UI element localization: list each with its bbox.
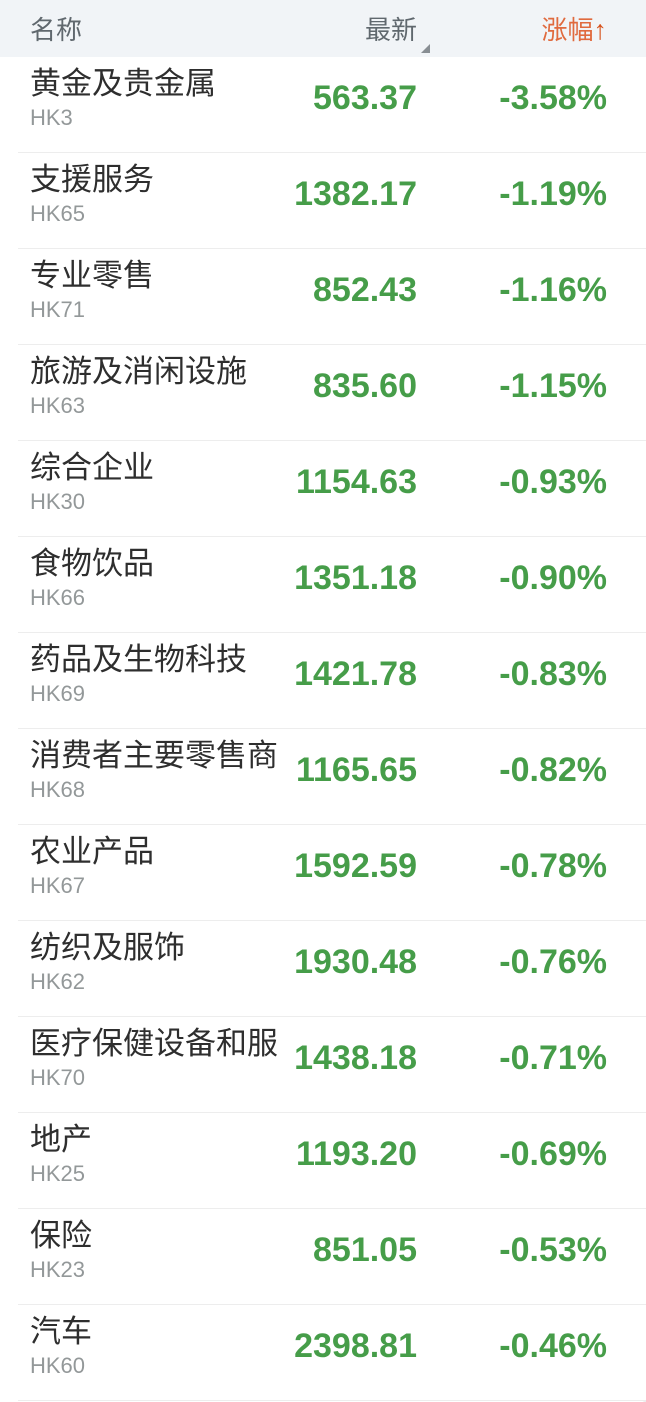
sector-name: 汽车 (30, 1314, 92, 1349)
change-percent: -0.46% (499, 1326, 607, 1365)
sector-code: HK23 (30, 1257, 86, 1282)
sector-row[interactable]: 支援服务 HK65 1382.17 -1.19% (0, 153, 646, 249)
latest-value: 1382.17 (294, 174, 417, 213)
latest-value: 1165.65 (295, 750, 417, 789)
sector-row[interactable]: 纺织及服饰 HK62 1930.48 -0.76% (0, 921, 646, 1017)
sector-name-cell: 专业零售 HK71 (30, 256, 280, 324)
latest-value: 563.37 (313, 78, 417, 117)
latest-value: 1438.18 (294, 1038, 417, 1077)
sector-row[interactable]: 地产 HK25 1193.20 -0.69% (0, 1113, 646, 1209)
sector-name-cell: 旅游及消闲设施 HK63 (30, 352, 280, 420)
latest-value: 1351.18 (294, 558, 417, 597)
change-percent: -0.90% (499, 558, 607, 597)
sector-code: HK62 (30, 969, 86, 994)
sector-code: HK60 (30, 1353, 86, 1378)
latest-value: 1592.59 (294, 846, 417, 885)
sector-row[interactable]: 药品及生物科技 HK69 1421.78 -0.83% (0, 633, 646, 729)
sector-name-cell: 纺织及服饰 HK62 (30, 928, 280, 996)
sector-code: HK68 (30, 777, 86, 802)
sector-row[interactable]: 保险 HK23 851.05 -0.53% (0, 1209, 646, 1305)
column-header-name: 名称 (30, 15, 83, 45)
change-percent: -1.19% (499, 174, 607, 213)
latest-value: 1421.78 (294, 654, 417, 693)
sector-name: 黄金及贵金属 (30, 66, 216, 101)
sector-name-cell: 综合企业 HK30 (30, 448, 280, 516)
sector-row[interactable]: 医疗保健设备和服 HK70 1438.18 -0.71% (0, 1017, 646, 1113)
change-percent: -1.16% (499, 270, 607, 309)
sector-name-cell: 消费者主要零售商 HK68 (30, 736, 280, 804)
sector-name-cell: 食物饮品 HK66 (30, 544, 280, 612)
sector-code: HK63 (30, 393, 86, 418)
sector-name-cell: 黄金及贵金属 HK3 (30, 64, 280, 132)
sector-row[interactable]: 消费者主要零售商 HK68 1165.65 -0.82% (0, 729, 646, 825)
change-header-label: 涨幅 (541, 15, 594, 45)
sector-name: 地产 (30, 1122, 92, 1157)
sector-name: 消费者主要零售商 (30, 738, 278, 773)
latest-value: 1154.63 (295, 462, 417, 501)
sector-row[interactable]: 综合企业 HK30 1154.63 -0.93% (0, 441, 646, 537)
change-percent: -0.83% (499, 654, 607, 693)
column-header-latest[interactable]: 最新 (280, 10, 430, 53)
sector-code: HK69 (30, 681, 86, 706)
change-percent: -0.76% (499, 942, 607, 981)
sector-name: 支援服务 (30, 162, 154, 197)
change-percent: -0.78% (499, 846, 607, 885)
change-percent: -0.93% (499, 462, 607, 501)
sector-name: 农业产品 (30, 834, 154, 869)
latest-sort-corner-icon (421, 44, 430, 53)
sector-name: 纺织及服饰 (30, 930, 185, 965)
sector-name: 旅游及消闲设施 (30, 354, 247, 389)
sector-row[interactable]: 汽车 HK60 2398.81 -0.46% (0, 1305, 646, 1401)
change-percent: -0.82% (499, 750, 607, 789)
sector-name-cell: 地产 HK25 (30, 1120, 280, 1188)
sector-code: HK67 (30, 873, 86, 898)
sector-code: HK25 (30, 1161, 86, 1186)
change-percent: -0.69% (499, 1134, 607, 1173)
latest-value: 1930.48 (294, 942, 417, 981)
sector-name-cell: 汽车 HK60 (30, 1312, 280, 1380)
latest-value: 2398.81 (294, 1326, 417, 1365)
sector-name-cell: 支援服务 HK65 (30, 160, 280, 228)
sector-rows: 黄金及贵金属 HK3 563.37 -3.58% 支援服务 HK65 1382.… (0, 57, 646, 1401)
change-percent: -0.53% (499, 1230, 607, 1269)
sector-row[interactable]: 旅游及消闲设施 HK63 835.60 -1.15% (0, 345, 646, 441)
sector-code: HK65 (30, 201, 86, 226)
sector-row[interactable]: 食物饮品 HK66 1351.18 -0.90% (0, 537, 646, 633)
list-header: 名称 最新 涨幅↑ (0, 0, 646, 57)
latest-value: 835.60 (313, 366, 417, 405)
sector-name: 医疗保健设备和服 (30, 1026, 278, 1061)
sector-row[interactable]: 黄金及贵金属 HK3 563.37 -3.58% (0, 57, 646, 153)
column-header-change[interactable]: 涨幅↑ (417, 10, 607, 47)
sector-code: HK30 (30, 489, 86, 514)
change-percent: -3.58% (499, 78, 607, 117)
sector-name-cell: 医疗保健设备和服 HK70 (30, 1024, 280, 1092)
latest-header-label: 最新 (364, 15, 417, 45)
sector-name: 综合企业 (30, 450, 154, 485)
sector-code: HK71 (30, 297, 86, 322)
sector-name-cell: 保险 HK23 (30, 1216, 280, 1284)
latest-value: 851.05 (313, 1230, 417, 1269)
sector-code: HK66 (30, 585, 86, 610)
sector-row[interactable]: 专业零售 HK71 852.43 -1.16% (0, 249, 646, 345)
sector-code: HK70 (30, 1065, 86, 1090)
sector-name-cell: 农业产品 HK67 (30, 832, 280, 900)
change-percent: -0.71% (499, 1038, 607, 1077)
latest-value: 852.43 (313, 270, 417, 309)
sector-name: 专业零售 (30, 258, 154, 293)
sector-name: 药品及生物科技 (30, 642, 247, 677)
sector-row[interactable]: 农业产品 HK67 1592.59 -0.78% (0, 825, 646, 921)
sector-name-cell: 药品及生物科技 HK69 (30, 640, 280, 708)
sector-name: 保险 (30, 1218, 92, 1253)
sort-up-arrow-icon: ↑ (593, 15, 608, 45)
change-percent: -1.15% (499, 366, 607, 405)
sector-name: 食物饮品 (30, 546, 154, 581)
sector-code: HK3 (30, 105, 73, 130)
latest-value: 1193.20 (295, 1134, 417, 1173)
